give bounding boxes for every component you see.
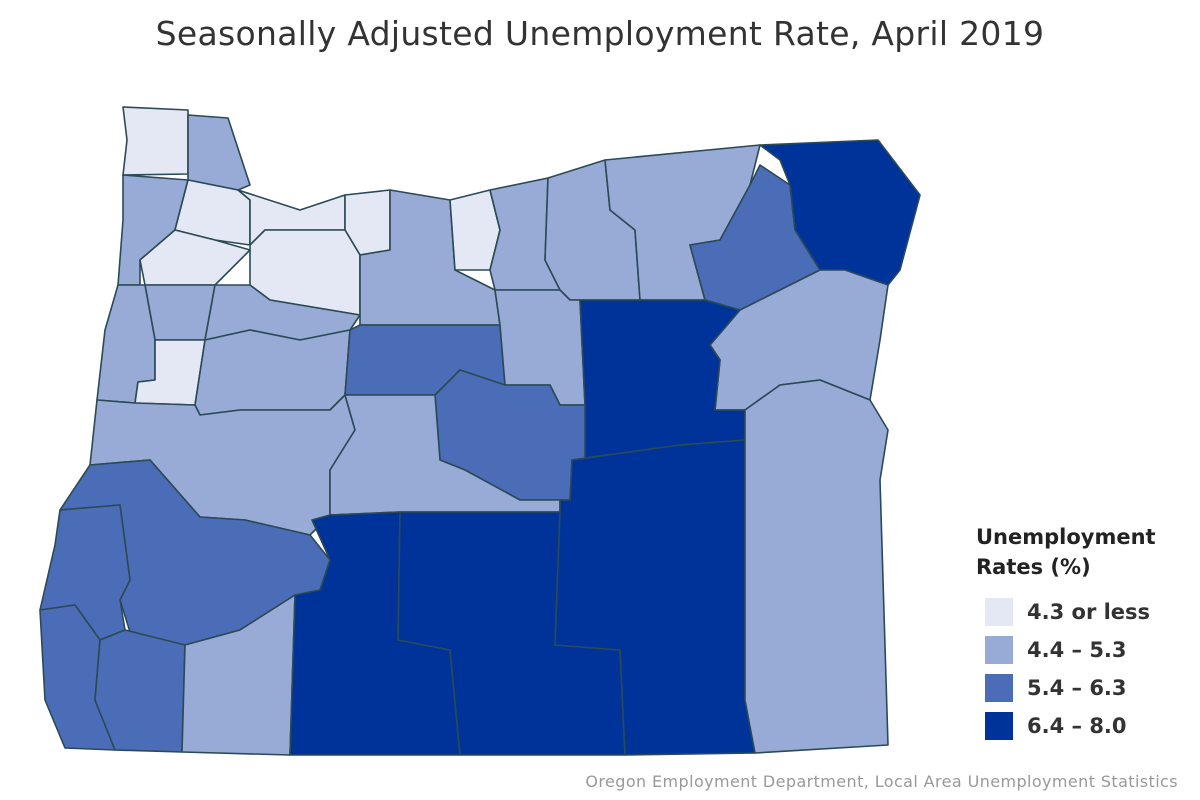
legend-swatch [985,712,1013,740]
source: Oregon Employment Department, Local Area… [585,772,1178,791]
county [554,439,756,756]
legend-title: Unemployment Rates (%) [976,525,1156,579]
legend-swatch [985,674,1013,702]
county [144,284,216,341]
legend-swatch [985,636,1013,664]
legend-item: 5.4 – 6.3 [985,674,1127,702]
legend-label: 5.4 – 6.3 [1027,676,1127,700]
county [194,329,351,416]
legend-swatch [985,598,1013,626]
legend-item: 6.4 – 8.0 [985,712,1127,740]
county [94,629,186,753]
county [122,106,189,176]
legend-label: 4.4 – 5.3 [1027,638,1127,662]
legend-label: 4.3 or less [1027,600,1151,624]
legend-item: 4.3 or less [985,598,1150,626]
county [187,114,251,191]
legend-item: 4.4 – 5.3 [985,636,1127,664]
title: Seasonally Adjusted Unemployment Rate, A… [155,14,1045,53]
legend-label: 6.4 – 8.0 [1027,714,1127,738]
county [744,379,889,754]
